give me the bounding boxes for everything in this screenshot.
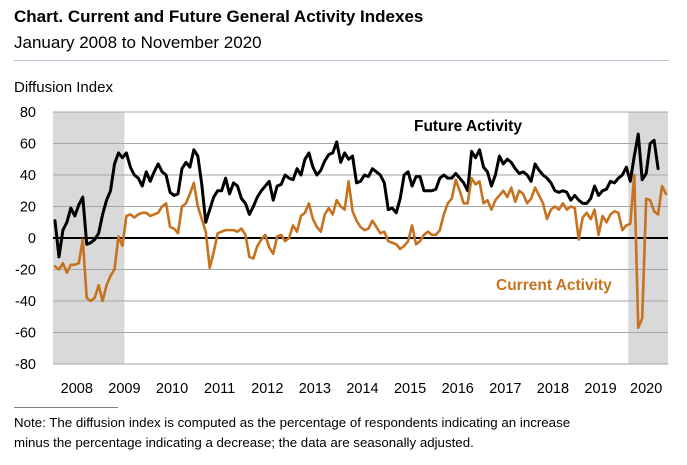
x-tick-label: 2012	[251, 381, 283, 397]
y-tick-label: 20	[20, 200, 36, 216]
x-tick-label: 2011	[204, 381, 235, 397]
x-tick-label: 2018	[537, 381, 569, 397]
y-tick-label: -40	[15, 294, 36, 310]
y-tick-label: 40	[20, 168, 36, 184]
y-axis-label: Diffusion Index	[14, 79, 113, 96]
title-divider	[14, 60, 669, 61]
footnote: Note: The diffusion index is computed as…	[14, 413, 679, 453]
x-tick-label: 2008	[61, 381, 93, 397]
x-tick-label: 2013	[299, 381, 331, 397]
x-tick-label: 2019	[584, 381, 616, 397]
gridlines	[53, 111, 668, 365]
y-tick-label: -80	[15, 357, 36, 373]
y-tick-labels: -80 -60 -40 -20 0 20 40 60 80	[15, 105, 36, 373]
series-line-future-activity	[53, 132, 660, 259]
x-tick-label: 2017	[489, 381, 521, 397]
note-divider	[14, 407, 118, 408]
x-tick-label: 2016	[442, 381, 474, 397]
y-tick-label: 0	[28, 231, 36, 247]
x-tick-label: 2009	[108, 381, 140, 397]
footnote-line-1: Note: The diffusion index is computed as…	[14, 415, 571, 430]
y-tick-label: -60	[15, 326, 36, 342]
x-tick-label: 2020	[630, 381, 662, 397]
y-tick-label: 80	[20, 105, 36, 121]
annotation-future-activity: Future Activity	[414, 118, 522, 135]
chart-subtitle: January 2008 to November 2020	[14, 33, 262, 52]
series-annotations: Future Activity Current Activity	[414, 118, 612, 294]
y-tick-label: -20	[15, 263, 36, 279]
x-tick-label: 2010	[156, 381, 188, 397]
annotation-current-activity: Current Activity	[496, 277, 612, 294]
y-tick-label: 60	[20, 137, 36, 153]
footnote-line-2: minus the percentage indicating a decrea…	[14, 435, 474, 450]
chart-title: Chart. Current and Future General Activi…	[14, 7, 424, 26]
series-lines	[53, 132, 668, 330]
x-tick-label: 2014	[346, 381, 378, 397]
series-line-current-activity	[53, 173, 668, 330]
x-tick-label: 2015	[394, 381, 426, 397]
x-tick-labels: 2008 2009 2010 2011 2012 2013 2014 2015 2016 2017…	[61, 381, 663, 397]
